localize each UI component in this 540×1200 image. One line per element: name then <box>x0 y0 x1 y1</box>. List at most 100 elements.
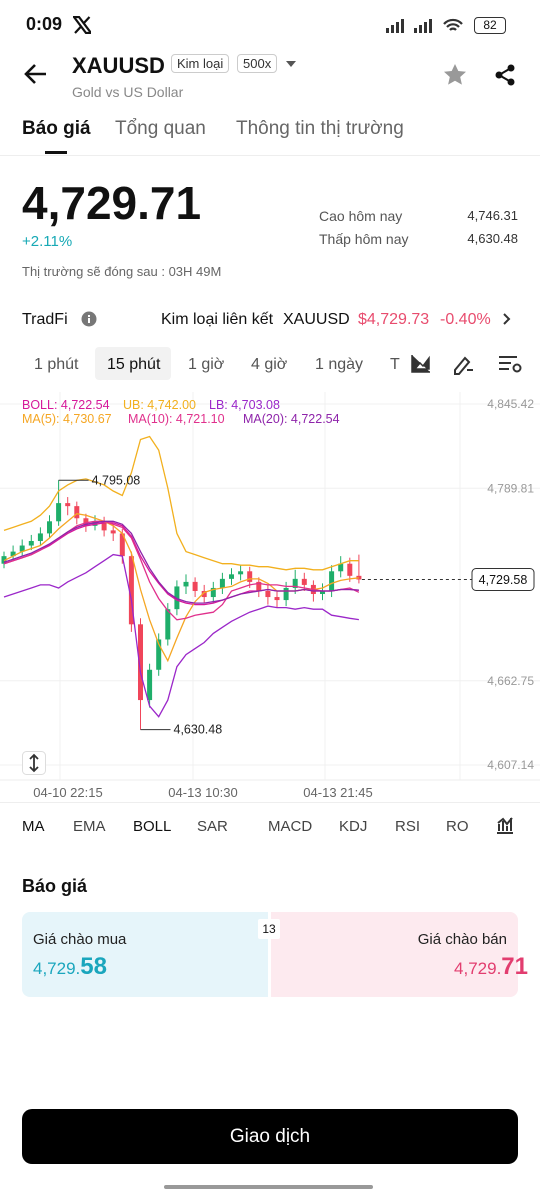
candle-body <box>165 609 171 640</box>
indicator-line <box>3 522 359 606</box>
candle-body <box>56 503 62 522</box>
indicator[interactable]: MA <box>22 818 45 835</box>
candle-body <box>274 597 280 601</box>
candle-body <box>65 503 71 507</box>
indicator-legend: MA(10): 4,721.10 <box>128 412 225 426</box>
subtitle: Gold vs US Dollar <box>72 84 184 100</box>
candle-body <box>238 571 244 575</box>
indicator[interactable]: SAR <box>197 818 228 835</box>
tag: Kim loại <box>171 54 230 73</box>
candle-body <box>92 521 98 526</box>
chart-tools[interactable] <box>409 353 531 375</box>
favorite[interactable] <box>443 63 467 86</box>
tab[interactable]: Thông tin thị trường <box>236 118 404 139</box>
indicator[interactable]: KDJ <box>339 818 368 835</box>
tab[interactable]: Báo giá <box>22 118 91 139</box>
candle-body <box>283 587 289 601</box>
candle-body <box>219 578 225 588</box>
linked-symbol: XAUUSD <box>283 311 350 328</box>
timeframe[interactable]: 15 phút <box>107 356 161 373</box>
candle-body <box>201 590 207 598</box>
bid-main: 4,729. <box>33 959 81 978</box>
market-note: Thị trường sẽ đóng sau : 03H 49M <box>22 264 222 279</box>
candle-body <box>110 530 116 534</box>
last-price-label: 4,729.58 <box>479 573 528 587</box>
indicator-legend: UB: 4,742.00 <box>123 398 196 412</box>
candle-body <box>83 518 89 526</box>
indicator-legend: BOLL: 4,722.54 <box>22 398 110 412</box>
status-time: 0:09 <box>26 14 63 34</box>
x-tick-label: 04-13 21:45 <box>303 785 372 800</box>
candle-body <box>101 521 107 531</box>
share[interactable] <box>494 64 516 86</box>
indicator[interactable]: RSI <box>395 818 421 835</box>
indicator-legend: LB: 4,703.08 <box>209 398 280 412</box>
indicator[interactable]: BOLL <box>133 818 172 835</box>
price: 4,729.71 <box>22 177 202 229</box>
back-button[interactable] <box>24 63 48 85</box>
expand-button[interactable] <box>22 751 46 775</box>
tradfi-label: TradFi <box>22 311 68 328</box>
y-tick-label: 4,607.14 <box>487 758 534 772</box>
timeframe-selected-bg <box>95 347 171 380</box>
x-tick-label: 04-13 10:30 <box>168 785 237 800</box>
divider <box>0 155 540 156</box>
candle-body <box>256 581 262 591</box>
y-tick-label: 4,789.81 <box>487 481 534 495</box>
candle-body <box>320 590 325 595</box>
indicator-line <box>3 553 359 718</box>
timeframe[interactable]: 1 giờ <box>188 356 225 373</box>
linked-label: Kim loại liên kết <box>161 311 274 328</box>
y-tick-label: 4,845.42 <box>487 397 534 411</box>
candle-body <box>247 571 253 582</box>
ask-main: 4,729. <box>454 959 502 978</box>
tab[interactable]: Tổng quan <box>115 118 206 139</box>
info-icon[interactable] <box>81 311 97 327</box>
ask-box[interactable] <box>271 912 518 997</box>
indicator-settings[interactable] <box>495 815 515 835</box>
timeframe[interactable]: 4 giờ <box>251 356 288 373</box>
indicator-line <box>3 435 359 571</box>
symbol: XAUUSD <box>72 53 165 78</box>
candle-body <box>147 669 153 701</box>
divider <box>0 802 540 803</box>
x-icon <box>73 16 91 34</box>
candle-body <box>174 586 180 610</box>
low-value: 4,630.48 <box>467 231 518 246</box>
candle-body <box>37 533 43 541</box>
candle-body <box>292 578 298 588</box>
max-label: 4,795.08 <box>92 473 141 487</box>
timeframe[interactable]: T <box>390 356 400 373</box>
linked-change: -0.40% <box>440 311 491 328</box>
candle-body <box>265 590 271 598</box>
bid-box[interactable] <box>22 912 268 997</box>
trade-button[interactable]: Giao dịch <box>22 1109 518 1164</box>
candle-body <box>156 639 162 670</box>
candle-body <box>19 545 25 552</box>
home-indicator <box>164 1185 373 1189</box>
x-tick-label: 04-10 22:15 <box>33 785 102 800</box>
candle-body <box>338 563 344 572</box>
indicator[interactable]: MACD <box>268 818 313 835</box>
dropdown[interactable] <box>285 60 297 68</box>
indicator-line <box>3 520 359 604</box>
timeframe[interactable]: 1 phút <box>34 356 79 373</box>
high-value: 4,746.31 <box>467 208 518 223</box>
candle-body <box>128 556 134 625</box>
ask-price: 4,729.71 <box>454 953 528 981</box>
chevron[interactable] <box>502 312 512 326</box>
battery: 82 <box>474 17 506 34</box>
indicator-legend: MA(5): 4,730.67 <box>22 412 112 426</box>
indicator[interactable]: EMA <box>73 818 106 835</box>
candle-body <box>183 581 189 587</box>
min-label: 4,630.48 <box>174 723 223 737</box>
linked-price: $4,729.73 <box>358 311 430 328</box>
timeframe[interactable]: 1 ngày <box>315 356 364 373</box>
candle-body <box>138 624 143 701</box>
change: +2.11% <box>22 233 73 250</box>
indicator[interactable]: ROC <box>446 818 469 835</box>
spread: 13 <box>258 919 280 939</box>
candle-body <box>301 578 307 585</box>
